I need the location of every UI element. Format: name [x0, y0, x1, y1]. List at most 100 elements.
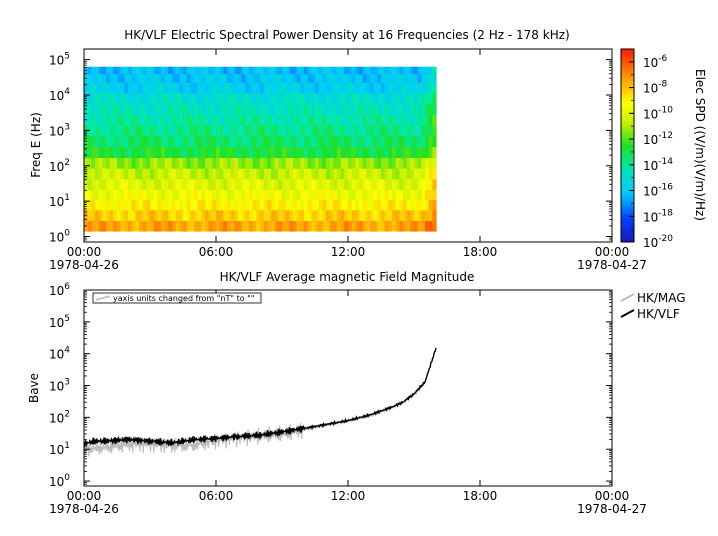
- spectrogram-cell: [164, 209, 169, 221]
- spectrogram-cell: [223, 125, 228, 137]
- spectrogram-cell: [164, 135, 169, 148]
- spectrogram-cell: [351, 157, 356, 169]
- spectrogram-cell: [106, 209, 111, 221]
- spectrogram-cell: [87, 199, 92, 211]
- spectrogram-cell: [128, 82, 133, 94]
- spectrogram-cell: [124, 157, 129, 169]
- spectrogram-cell: [432, 93, 437, 105]
- spectrogram-cell: [406, 114, 411, 126]
- spectrogram-cell: [238, 146, 243, 159]
- spectrogram-cell: [131, 157, 136, 169]
- spectrogram-cell: [311, 189, 316, 201]
- spectrogram-cell: [304, 199, 309, 211]
- spectrogram-cell: [329, 157, 334, 169]
- spectrogram-cell: [212, 114, 217, 126]
- spectrogram-cell: [366, 66, 371, 75]
- spectrogram-cell: [205, 209, 210, 221]
- spectrogram-cell: [223, 168, 228, 180]
- spectrogram-cell: [366, 82, 371, 94]
- spectrogram-cell: [274, 103, 279, 115]
- spectrogram-cell: [304, 157, 309, 169]
- spectrogram-cell: [344, 220, 349, 232]
- spectrogram-cell: [131, 66, 136, 75]
- spectrogram-cell: [322, 189, 327, 201]
- spectrogram-cell: [417, 178, 422, 190]
- spectrogram-cell: [212, 209, 217, 221]
- spectrogram-cell: [128, 157, 133, 169]
- spectrogram-cell: [95, 220, 100, 232]
- spectrogram-cell: [366, 220, 371, 232]
- spectrogram-cell: [377, 220, 382, 232]
- spectrogram-cell: [421, 168, 426, 180]
- spectrogram-cell: [307, 199, 312, 211]
- spectrogram-cell: [190, 135, 195, 148]
- spectrogram-cell: [289, 209, 294, 221]
- spectrogram-cell: [410, 220, 415, 232]
- spectrogram-cell: [399, 73, 404, 83]
- spectrogram-cell: [205, 157, 210, 169]
- spectrogram-cell: [329, 199, 334, 211]
- spectrogram-cell: [238, 66, 243, 75]
- spectrogram-cell: [117, 103, 122, 115]
- spectrogram-cell: [131, 168, 136, 180]
- spectrogram-cell: [278, 220, 283, 232]
- spectrogram-cell: [109, 93, 114, 105]
- spectrogram-cell: [186, 168, 191, 180]
- spectrogram-cell: [205, 114, 210, 126]
- spectrogram-cell: [410, 114, 415, 126]
- spectrogram-cell: [245, 146, 250, 159]
- spectrogram-cell: [414, 135, 419, 148]
- spectrogram-cell: [135, 114, 140, 126]
- spectrogram-cell: [91, 82, 96, 94]
- spectrogram-cell: [263, 103, 268, 115]
- spectrogram-cell: [326, 73, 331, 83]
- spectrogram-cell: [87, 146, 92, 159]
- spectrogram-cell: [128, 66, 133, 75]
- spectrogram-cell: [274, 178, 279, 190]
- colorbar-tick-label: 10-12: [643, 131, 673, 147]
- spectrogram-cell: [234, 125, 239, 137]
- spectrogram-cell: [348, 135, 353, 148]
- spectrogram-cell: [333, 135, 338, 148]
- spectrogram-cell: [344, 93, 349, 105]
- spectrogram-cell: [186, 220, 191, 232]
- spectrogram-cell: [131, 146, 136, 159]
- spectrogram-cell: [296, 135, 301, 148]
- spectrogram-cell: [263, 178, 268, 190]
- spectrogram-cell: [300, 93, 305, 105]
- y-tick-label: 101: [49, 193, 70, 209]
- spectrogram-cell: [425, 125, 430, 137]
- spectrogram-cell: [172, 146, 177, 159]
- spectrogram-cell: [142, 189, 147, 201]
- spectrogram-cell: [168, 146, 173, 159]
- spectrogram-cell: [381, 73, 386, 83]
- spectrogram-cell: [91, 125, 96, 137]
- panel1-title: HK/VLF Electric Spectral Power Density a…: [124, 28, 569, 42]
- spectrogram-cell: [296, 114, 301, 126]
- spectrogram-cell: [153, 82, 158, 94]
- spectrogram-cell: [355, 66, 360, 75]
- spectrogram-cell: [153, 157, 158, 169]
- spectrogram-cell: [102, 199, 107, 211]
- spectrogram-cell: [403, 209, 408, 221]
- spectrogram-cell: [428, 135, 433, 148]
- spectrogram-cell: [322, 103, 327, 115]
- spectrogram-cell: [146, 220, 151, 232]
- spectrogram-cell: [139, 178, 144, 190]
- spectrogram-cell: [197, 178, 202, 190]
- spectrogram-cell: [293, 168, 298, 180]
- spectrogram-cell: [238, 93, 243, 105]
- spectrogram-cell: [109, 114, 114, 126]
- spectrogram-cell: [381, 209, 386, 221]
- spectrogram-cell: [366, 146, 371, 159]
- spectrogram-cell: [205, 103, 210, 115]
- spectrogram-cell: [150, 178, 155, 190]
- spectrogram-cell: [406, 157, 411, 169]
- spectrogram-cell: [190, 73, 195, 83]
- spectrogram-cell: [282, 82, 287, 94]
- spectrogram-cell: [300, 103, 305, 115]
- spectrogram-cell: [296, 103, 301, 115]
- spectrogram-cell: [311, 82, 316, 94]
- spectrogram-cell: [95, 125, 100, 137]
